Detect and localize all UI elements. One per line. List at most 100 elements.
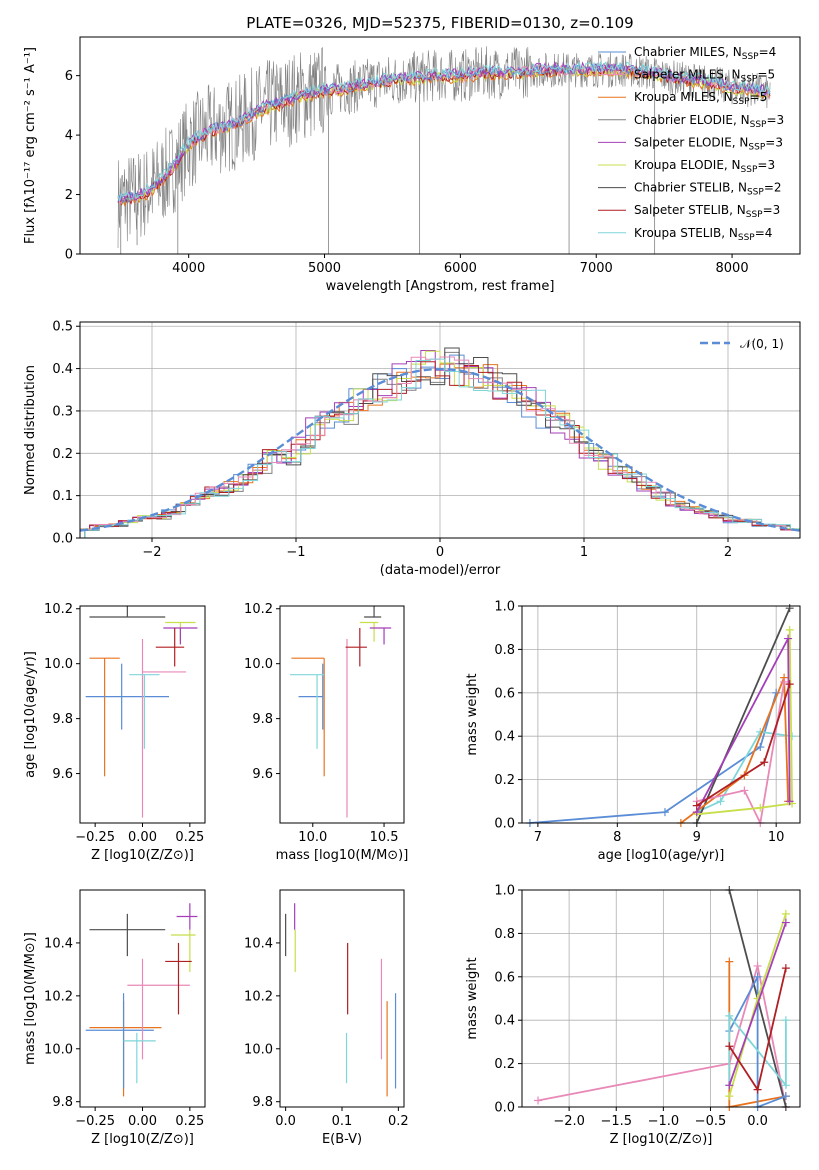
y-tick-label: 0.8	[494, 643, 515, 658]
x-tick-label: 0.1	[332, 1114, 353, 1129]
y-tick-label: 10.0	[244, 657, 273, 672]
y-tick-label: 0.4	[494, 730, 515, 745]
axes-frame	[79, 889, 206, 1108]
legend-subscript: SSP	[733, 97, 750, 107]
y-tick-label: 9.6	[52, 767, 73, 782]
x-tick-label: 8000	[716, 261, 749, 276]
y-tick-label: 10.2	[244, 989, 273, 1004]
x-axis-label: Z [log10(Z/Z⊙)]	[91, 1132, 194, 1147]
mass-vs-ebv-panel: 0.0 0.1 0.2 9.8 10.0 10.2 10.4 E(B-V)	[244, 889, 409, 1147]
y-tick-label: 0.0	[494, 817, 515, 832]
y-tick-label: 6	[65, 69, 73, 84]
axes-frame	[79, 605, 206, 824]
plus-marker	[660, 808, 669, 817]
y-tick-label: 9.6	[252, 767, 273, 782]
legend-label: Chabrier STELIB, NSSP=2	[634, 181, 782, 198]
x-axis-label: E(B-V)	[322, 1132, 362, 1147]
x-axis-label: age [log10(age/yr)]	[598, 848, 725, 863]
plus-marker	[785, 797, 794, 806]
y-tick-label: 10.2	[44, 989, 73, 1004]
model-spectrum-line	[117, 62, 771, 203]
y-tick-label: 0.1	[52, 489, 73, 504]
x-tick-label: 7	[534, 830, 542, 845]
x-tick-label: 0.00	[128, 830, 157, 845]
plus-marker	[716, 797, 725, 806]
x-tick-label: 10.5	[370, 830, 399, 845]
mass-weight-line	[728, 922, 787, 1086]
y-tick-label: 10.4	[44, 936, 73, 951]
plus-marker	[740, 786, 749, 795]
y-tick-label: 0.2	[52, 447, 73, 462]
x-tick-label: 0.00	[128, 1114, 157, 1129]
x-axis-label: Z [log10(Z/Z⊙)]	[610, 1132, 713, 1147]
plus-marker	[725, 1081, 734, 1090]
y-tick-label: 0.6	[494, 686, 515, 701]
plus-marker	[781, 964, 790, 973]
x-tick-label: −2.0	[553, 1114, 585, 1129]
legend-subscript: SSP	[748, 142, 765, 152]
y-axis-label: mass weight	[465, 673, 480, 755]
y-tick-label: 1.0	[494, 600, 515, 615]
plus-marker	[756, 803, 765, 812]
legend-label: Salpeter MILES, NSSP=5	[634, 68, 775, 85]
y-tick-label: 9.8	[252, 1095, 273, 1110]
x-tick-label: 0.25	[175, 1114, 204, 1129]
x-tick-label: −1	[286, 545, 305, 560]
y-tick-label: 10.0	[44, 1042, 73, 1057]
x-tick-label: 10.0	[298, 830, 327, 845]
spectrum-legend: Chabrier MILES, NSSP=4 Salpeter MILES, NS…	[598, 45, 784, 243]
mass-weight-line	[696, 629, 794, 816]
plus-marker	[725, 1042, 734, 1051]
y-tick-label: 9.8	[52, 1095, 73, 1110]
x-tick-label: 2	[724, 545, 732, 560]
plus-marker	[780, 677, 789, 686]
legend-suffix: =3	[757, 158, 775, 172]
plus-marker	[784, 634, 793, 643]
x-tick-label: 5000	[308, 261, 341, 276]
plus-marker	[753, 961, 762, 970]
x-tick-label: 0.0	[275, 1114, 296, 1129]
legend-suffix: =5	[750, 90, 768, 104]
y-axis-label: mass [log10(M/M⊙)]	[23, 932, 38, 1065]
axes-frame	[521, 605, 801, 824]
legend-subscript: SSP	[747, 188, 764, 198]
x-axis-label: wavelength [Angstrom, rest frame]	[326, 279, 555, 294]
x-tick-label: −0.5	[695, 1114, 727, 1129]
plus-marker	[756, 743, 765, 752]
x-tick-label: 1	[580, 545, 588, 560]
y-tick-label: 0	[65, 248, 73, 263]
x-tick-label: 0.25	[175, 830, 204, 845]
plus-marker	[781, 1016, 790, 1025]
y-tick-label: 1.0	[494, 884, 515, 899]
plus-marker	[753, 972, 762, 981]
mass-weight-line	[696, 681, 785, 823]
x-tick-label: 0	[436, 545, 444, 560]
mass-weight-line	[680, 677, 789, 823]
mass-vs-metallicity-panel: −0.25 0.00 0.25 9.8 10.0 10.2 10.4 Z [log10(Z/Z…	[23, 889, 206, 1147]
legend-suffix: =4	[755, 226, 773, 240]
y-axis-label: Flux [fλ10⁻¹⁷ erg cm⁻² s⁻¹ A⁻¹]	[23, 47, 38, 244]
y-axis-label: mass weight	[465, 957, 480, 1039]
x-axis-label: (data-model)/error	[380, 563, 501, 578]
x-tick-label: −1.0	[648, 1114, 680, 1129]
legend-label: 𝒩(0, 1)	[740, 337, 784, 351]
x-axis-label: Z [log10(Z/Z⊙)]	[91, 848, 194, 863]
plus-marker	[781, 1081, 790, 1090]
plus-marker	[781, 918, 790, 927]
histogram-step-line	[84, 358, 800, 538]
plus-marker	[781, 1092, 790, 1101]
y-tick-label: 10.0	[44, 657, 73, 672]
y-tick-label: 9.8	[252, 712, 273, 727]
axes-frame	[521, 889, 801, 1108]
plus-marker	[725, 1092, 734, 1101]
legend-suffix: =5	[757, 68, 775, 82]
y-axis-label: age [log10(age/yr)]	[23, 651, 38, 778]
age-vs-mass-panel: 10.0 10.5 9.6 9.8 10.0 10.2 mass [log10(M/M⊙)]	[244, 602, 408, 863]
plus-marker	[725, 1011, 734, 1020]
plus-marker	[781, 909, 790, 918]
y-tick-label: 0.4	[494, 1014, 515, 1029]
mass-weight-line	[728, 961, 787, 1107]
legend-suffix: =3	[766, 113, 784, 127]
gaussian-curve-line	[79, 367, 801, 532]
plus-marker	[785, 604, 794, 613]
